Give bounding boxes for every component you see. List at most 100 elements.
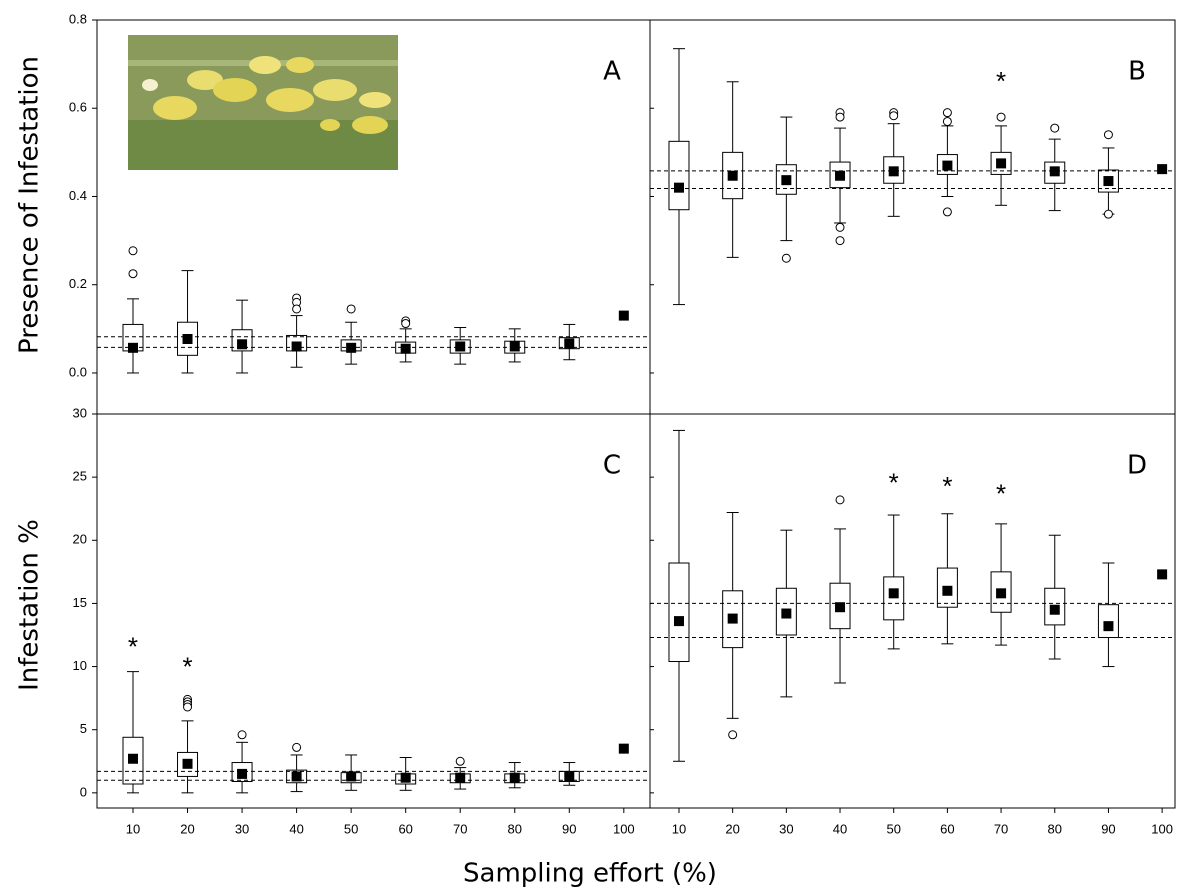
outlier <box>835 236 845 246</box>
panel-label: B <box>1128 57 1146 87</box>
x-tick-label: 30 <box>779 821 793 836</box>
x-tick-label: 50 <box>344 821 358 836</box>
mean <box>942 585 953 596</box>
box <box>990 571 1012 613</box>
box <box>1097 604 1119 639</box>
mean <box>942 160 953 171</box>
inset-photo <box>128 35 398 170</box>
mean <box>673 182 684 193</box>
outlier <box>835 112 845 122</box>
box <box>231 762 253 782</box>
outlier <box>292 304 302 314</box>
mean <box>564 338 575 349</box>
outlier <box>996 112 1006 122</box>
outlier <box>346 304 356 314</box>
x-tick-label: 100 <box>1151 821 1173 836</box>
mean <box>673 616 684 627</box>
x-tick-label: 10 <box>672 821 686 836</box>
x-tick-label: 70 <box>453 821 467 836</box>
box <box>1044 161 1066 184</box>
outlier <box>1050 123 1060 133</box>
outlier <box>1103 209 1113 219</box>
panel-label: C <box>603 451 621 481</box>
x-tick-label: 90 <box>1101 821 1115 836</box>
box <box>504 340 526 354</box>
y-tick-label: 5 <box>80 721 87 736</box>
mean <box>1157 164 1168 175</box>
outlier <box>292 742 302 752</box>
x-tick-label: 60 <box>398 821 412 836</box>
mean <box>888 166 899 177</box>
mean <box>346 342 357 353</box>
box <box>883 156 905 184</box>
outlier <box>835 222 845 232</box>
box <box>558 770 580 782</box>
mean <box>127 753 138 764</box>
mean <box>509 772 520 783</box>
x-tick-label: 80 <box>508 821 522 836</box>
mean <box>237 768 248 779</box>
mean <box>1103 176 1114 187</box>
outlier <box>128 269 138 279</box>
x-tick-label: 30 <box>235 821 249 836</box>
x-tick-label: 80 <box>1048 821 1062 836</box>
x-tick-label: 100 <box>613 821 635 836</box>
mean <box>888 588 899 599</box>
y-tick-label: 25 <box>73 469 87 484</box>
x-tick-label: 40 <box>833 821 847 836</box>
outlier <box>1103 130 1113 140</box>
mean <box>182 333 193 344</box>
panel-label: D <box>1127 451 1147 481</box>
mean <box>996 158 1007 169</box>
y-tick-label: 0.0 <box>69 364 87 379</box>
y-tick-label: 0 <box>80 784 87 799</box>
mean <box>455 772 466 783</box>
outlier <box>401 319 411 329</box>
mean <box>182 758 193 769</box>
mean <box>835 602 846 613</box>
mean <box>781 608 792 619</box>
asterisk: * <box>996 479 1006 509</box>
outlier <box>942 108 952 118</box>
mean <box>291 341 302 352</box>
x-tick-label: 20 <box>725 821 739 836</box>
box <box>122 736 144 785</box>
outlier <box>889 111 899 121</box>
box <box>286 769 308 784</box>
box <box>1097 169 1119 193</box>
panel-label: A <box>603 57 621 87</box>
outlier <box>728 730 738 740</box>
box <box>829 582 851 630</box>
outlier <box>455 756 465 766</box>
outlier <box>128 246 138 256</box>
x-tick-label: 20 <box>180 821 194 836</box>
outlier <box>835 495 845 505</box>
box <box>449 339 471 354</box>
y-tick-label: 0.4 <box>69 188 87 203</box>
x-tick-label: 50 <box>886 821 900 836</box>
x-tick-label: 90 <box>562 821 576 836</box>
box <box>177 321 199 356</box>
y-tick-label: 10 <box>73 658 87 673</box>
x-tick-label: 40 <box>289 821 303 836</box>
mean <box>291 771 302 782</box>
mean <box>509 341 520 352</box>
mean <box>127 342 138 353</box>
box <box>936 154 958 175</box>
mean <box>781 175 792 186</box>
y-tick-label: 20 <box>73 532 87 547</box>
y-tick-label: 15 <box>73 595 87 610</box>
box <box>1044 587 1066 626</box>
asterisk: * <box>128 631 138 661</box>
asterisk: * <box>889 467 899 497</box>
y-axis-label: Presence of Infestation <box>15 56 45 354</box>
mean <box>996 588 1007 599</box>
mean <box>237 339 248 350</box>
box <box>936 567 958 608</box>
mean <box>835 170 846 181</box>
mean <box>400 343 411 354</box>
outlier <box>942 207 952 217</box>
mean <box>346 771 357 782</box>
mean <box>618 743 629 754</box>
